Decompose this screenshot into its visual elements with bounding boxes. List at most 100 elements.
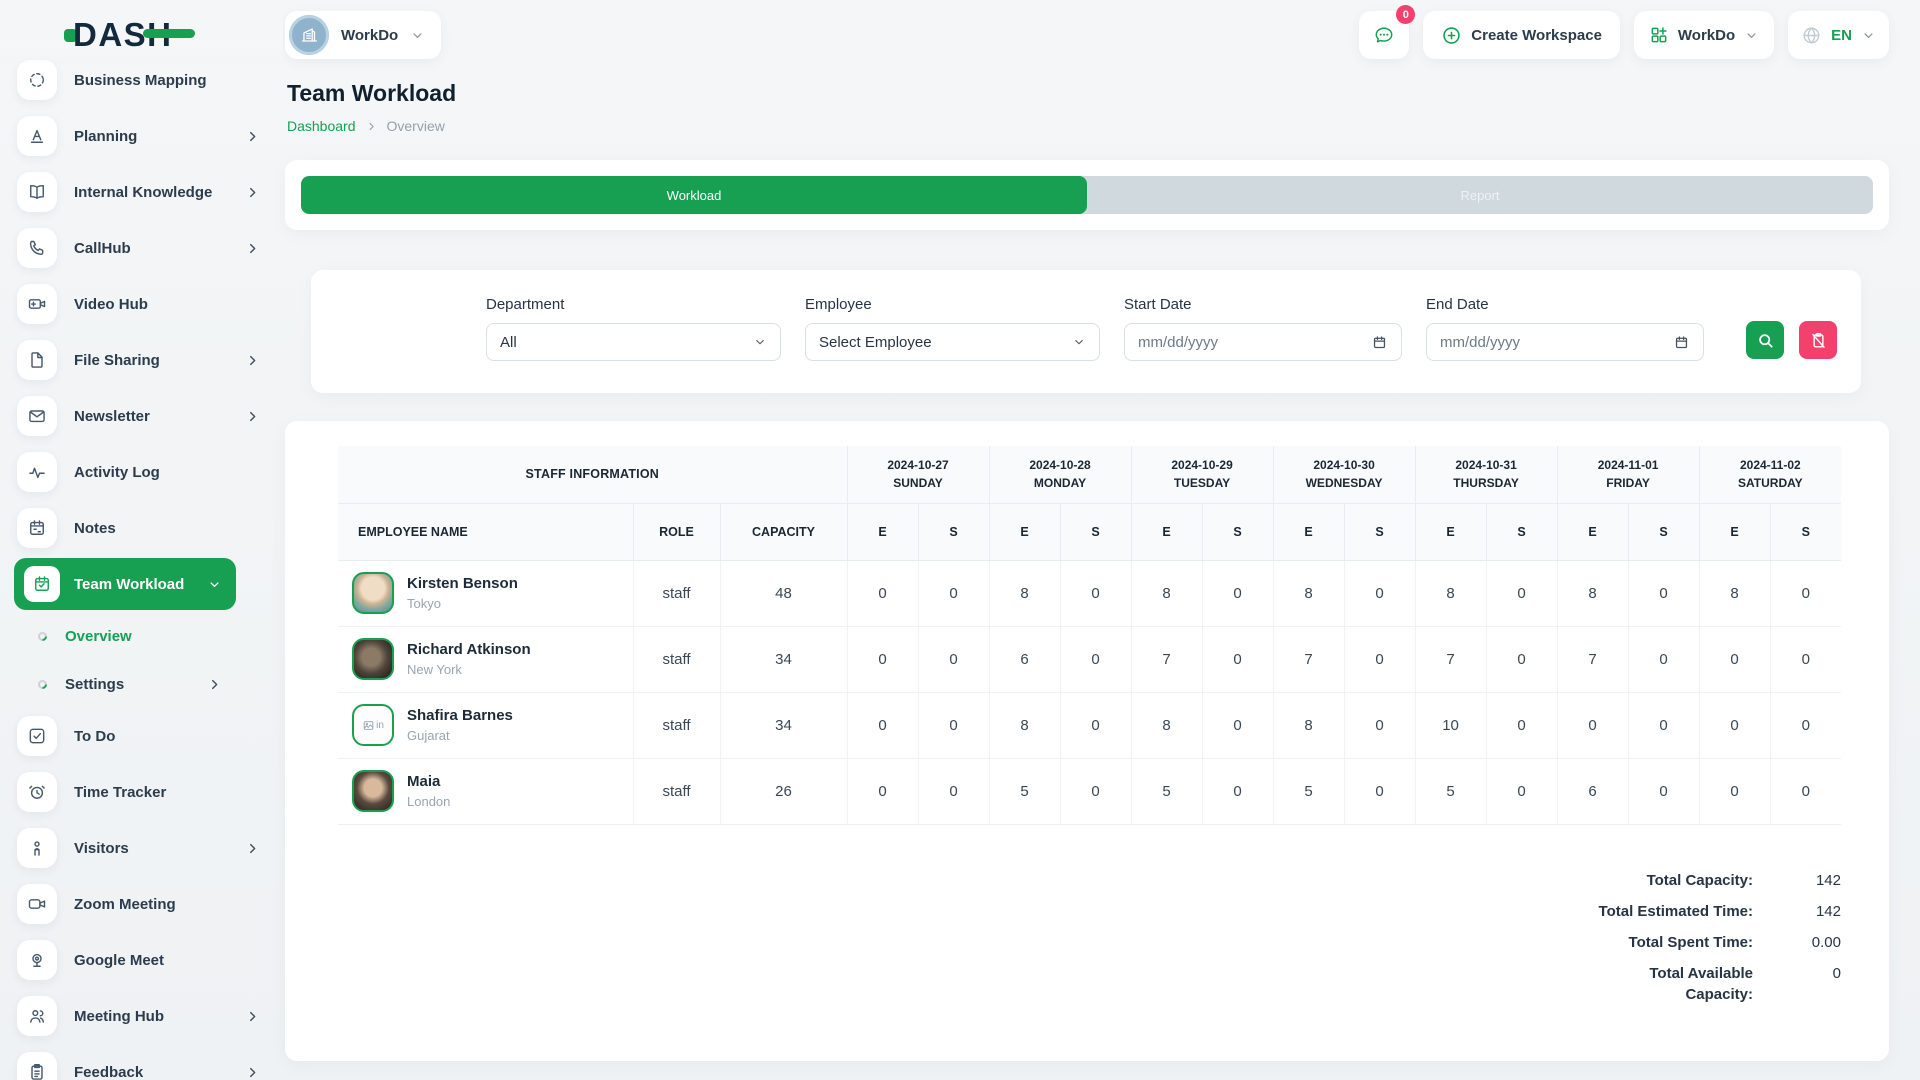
- end-date-input[interactable]: mm/dd/yyyy: [1426, 323, 1704, 361]
- topbar-actions: 0 Create Workspace WorkDo EN: [1359, 11, 1889, 59]
- chevron-right-icon: [365, 120, 378, 133]
- chevron-right-icon: [244, 840, 261, 857]
- estimated-value-cell: 5: [1415, 758, 1486, 824]
- reset-button[interactable]: [1799, 321, 1837, 359]
- tab-workload[interactable]: Workload: [301, 176, 1087, 214]
- day-header: 2024-10-30WEDNESDAY: [1273, 446, 1415, 503]
- calendar-picker-icon[interactable]: [1371, 334, 1388, 351]
- start-date-field: Start Date mm/dd/yyyy: [1124, 296, 1402, 361]
- breadcrumb-current: Overview: [387, 118, 445, 134]
- estimated-value-cell: 5: [1273, 758, 1344, 824]
- avatar: [352, 638, 394, 680]
- day-date: 2024-10-31: [1416, 456, 1557, 475]
- sidebar-item-activity-log[interactable]: Activity Log: [0, 444, 283, 500]
- sidebar-item-file-sharing[interactable]: File Sharing: [0, 332, 283, 388]
- book-icon: [17, 172, 57, 212]
- create-workspace-button[interactable]: Create Workspace: [1423, 11, 1620, 59]
- person-icon: [17, 828, 57, 868]
- grid-plus-icon: [1649, 25, 1669, 45]
- day-header: 2024-10-31THURSDAY: [1415, 446, 1557, 503]
- topbar: WorkDo 0 Create Workspace WorkDo EN: [285, 0, 1889, 60]
- total-row: Total Estimated Time: 142: [1581, 902, 1841, 922]
- brand-logo[interactable]: DASH: [64, 16, 173, 54]
- estimated-value-cell: 7: [1273, 626, 1344, 692]
- sidebar-item-zoom-meeting[interactable]: Zoom Meeting: [0, 876, 283, 932]
- department-select[interactable]: All: [486, 323, 781, 361]
- day-date: 2024-10-30: [1274, 456, 1415, 475]
- estimated-header: E: [1699, 503, 1770, 560]
- chevron-right-icon: [244, 128, 261, 145]
- sidebar-item-label: Google Meet: [74, 952, 164, 969]
- workspace-menu-button[interactable]: WorkDo: [1634, 11, 1774, 59]
- start-date-input[interactable]: mm/dd/yyyy: [1124, 323, 1402, 361]
- estimated-value-cell: 5: [1131, 758, 1202, 824]
- main-content: WorkDo 0 Create Workspace WorkDo EN: [283, 0, 1920, 1061]
- phone-icon: [17, 228, 57, 268]
- start-date-label: Start Date: [1124, 296, 1402, 313]
- chevron-down-icon: [1861, 28, 1876, 43]
- chevron-right-icon: [244, 352, 261, 369]
- tab-report[interactable]: Report: [1087, 176, 1873, 214]
- estimated-value-cell: 6: [989, 626, 1060, 692]
- sidebar-subitem-settings[interactable]: Settings: [0, 660, 283, 708]
- spent-value-cell: 0: [1202, 626, 1273, 692]
- sidebar-header: DASH: [0, 0, 283, 64]
- sidebar-item-feedback[interactable]: Feedback: [0, 1044, 283, 1080]
- day-header: 2024-11-02SATURDAY: [1699, 446, 1841, 503]
- sidebar-item-label: Visitors: [74, 840, 129, 857]
- avatar: in: [352, 704, 394, 746]
- chevron-right-icon: [244, 408, 261, 425]
- search-button[interactable]: [1746, 321, 1784, 359]
- calendar-picker-icon[interactable]: [1673, 334, 1690, 351]
- chevron-right-icon: [244, 184, 261, 201]
- calendar-check-icon: [24, 566, 60, 602]
- spent-value-cell: 0: [1344, 758, 1415, 824]
- estimated-header: E: [1273, 503, 1344, 560]
- estimated-value-cell: 7: [1557, 626, 1628, 692]
- messages-button[interactable]: 0: [1359, 11, 1409, 59]
- spent-value-cell: 0: [1344, 560, 1415, 626]
- total-row: Total Spent Time: 0.00: [1581, 933, 1841, 953]
- estimated-header: E: [1131, 503, 1202, 560]
- estimated-header: E: [989, 503, 1060, 560]
- sidebar-item-visitors[interactable]: Visitors: [0, 820, 283, 876]
- spent-value-cell: 0: [1202, 560, 1273, 626]
- sidebar-item-label: Meeting Hub: [74, 1008, 164, 1025]
- sidebar-item-google-meet[interactable]: Google Meet: [0, 932, 283, 988]
- estimated-value-cell: 8: [1699, 560, 1770, 626]
- reset-icon: [1809, 331, 1828, 350]
- sidebar-item-to-do[interactable]: To Do: [0, 708, 283, 764]
- sidebar-subitem-overview[interactable]: Overview: [0, 612, 283, 660]
- sidebar-item-label: File Sharing: [74, 352, 160, 369]
- sidebar-item-internal-knowledge[interactable]: Internal Knowledge: [0, 164, 283, 220]
- employee-location: New York: [407, 662, 531, 677]
- end-date-field: End Date mm/dd/yyyy: [1426, 296, 1704, 361]
- total-value: 142: [1753, 902, 1841, 922]
- business-mapping-icon: [17, 60, 57, 100]
- sidebar-item-video-hub[interactable]: Video Hub: [0, 276, 283, 332]
- check-square-icon: [17, 716, 57, 756]
- estimated-value-cell: 0: [1699, 626, 1770, 692]
- sidebar-item-callhub[interactable]: CallHub: [0, 220, 283, 276]
- estimated-value-cell: 8: [989, 692, 1060, 758]
- spent-header: S: [1060, 503, 1131, 560]
- breadcrumb-dashboard-link[interactable]: Dashboard: [287, 118, 356, 134]
- day-weekday: MONDAY: [990, 474, 1131, 493]
- language-selector[interactable]: EN: [1788, 11, 1889, 59]
- sidebar-item-meeting-hub[interactable]: Meeting Hub: [0, 988, 283, 1044]
- chat-icon: [1373, 24, 1395, 46]
- spent-header: S: [1202, 503, 1273, 560]
- sidebar-item-notes[interactable]: Notes: [0, 500, 283, 556]
- employee-location: Gujarat: [407, 728, 513, 743]
- sidebar-item-time-tracker[interactable]: Time Tracker: [0, 764, 283, 820]
- estimated-value-cell: 10: [1415, 692, 1486, 758]
- sidebar-item-team-workload[interactable]: Team Workload: [14, 558, 236, 610]
- workspace-switcher[interactable]: WorkDo: [285, 11, 441, 59]
- day-weekday: WEDNESDAY: [1274, 474, 1415, 493]
- total-row: Total Available Capacity: 0: [1581, 964, 1841, 1005]
- staff-information-header: STAFF INFORMATION: [338, 446, 847, 503]
- sidebar-item-planning[interactable]: Planning: [0, 108, 283, 164]
- sidebar-item-newsletter[interactable]: Newsletter: [0, 388, 283, 444]
- bullet-icon: [36, 678, 49, 691]
- employee-select[interactable]: Select Employee: [805, 323, 1100, 361]
